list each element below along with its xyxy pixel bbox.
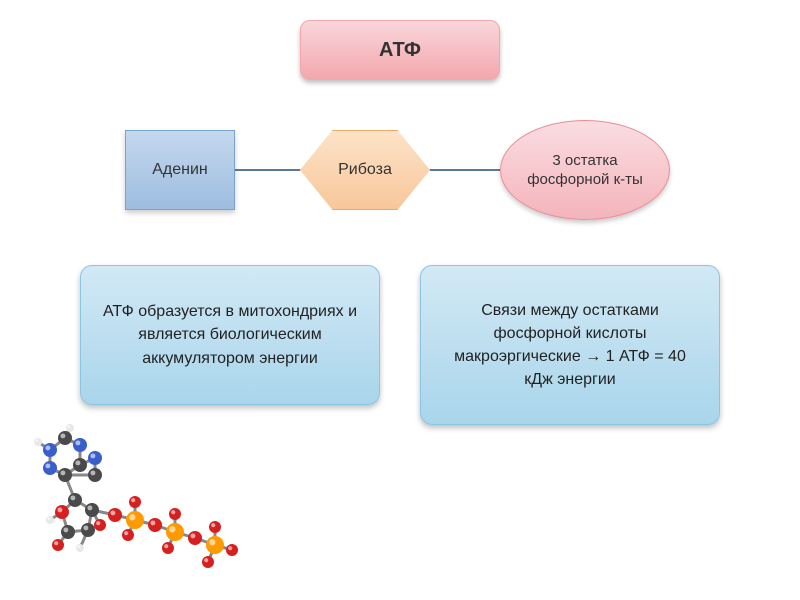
adenine-block: Аденин [125,130,235,210]
phosphate-label: 3 остатка фосфорной к-ты [511,151,659,190]
molecule-bonds [38,428,232,562]
info-right-text: Связи между остатками фосфорной кислоты … [441,299,699,392]
info-box-mitochondria: АТФ образуется в митохондриях и является… [80,265,380,405]
atp-molecule-model [20,420,290,590]
adenine-label: Аденин [152,161,208,179]
ribose-block: Рибоза [300,130,430,210]
ribose-label: Рибоза [338,161,392,179]
connector-ribose-phosphate [430,169,500,171]
molecule-atoms [34,424,238,568]
info-box-energy: Связи между остатками фосфорной кислоты … [420,265,720,425]
connector-adenine-ribose [235,169,300,171]
atp-title-text: АТФ [379,39,421,62]
atp-title-box: АТФ [300,20,500,80]
info-left-text: АТФ образуется в митохондриях и является… [101,300,359,370]
phosphate-block: 3 остатка фосфорной к-ты [500,120,670,220]
